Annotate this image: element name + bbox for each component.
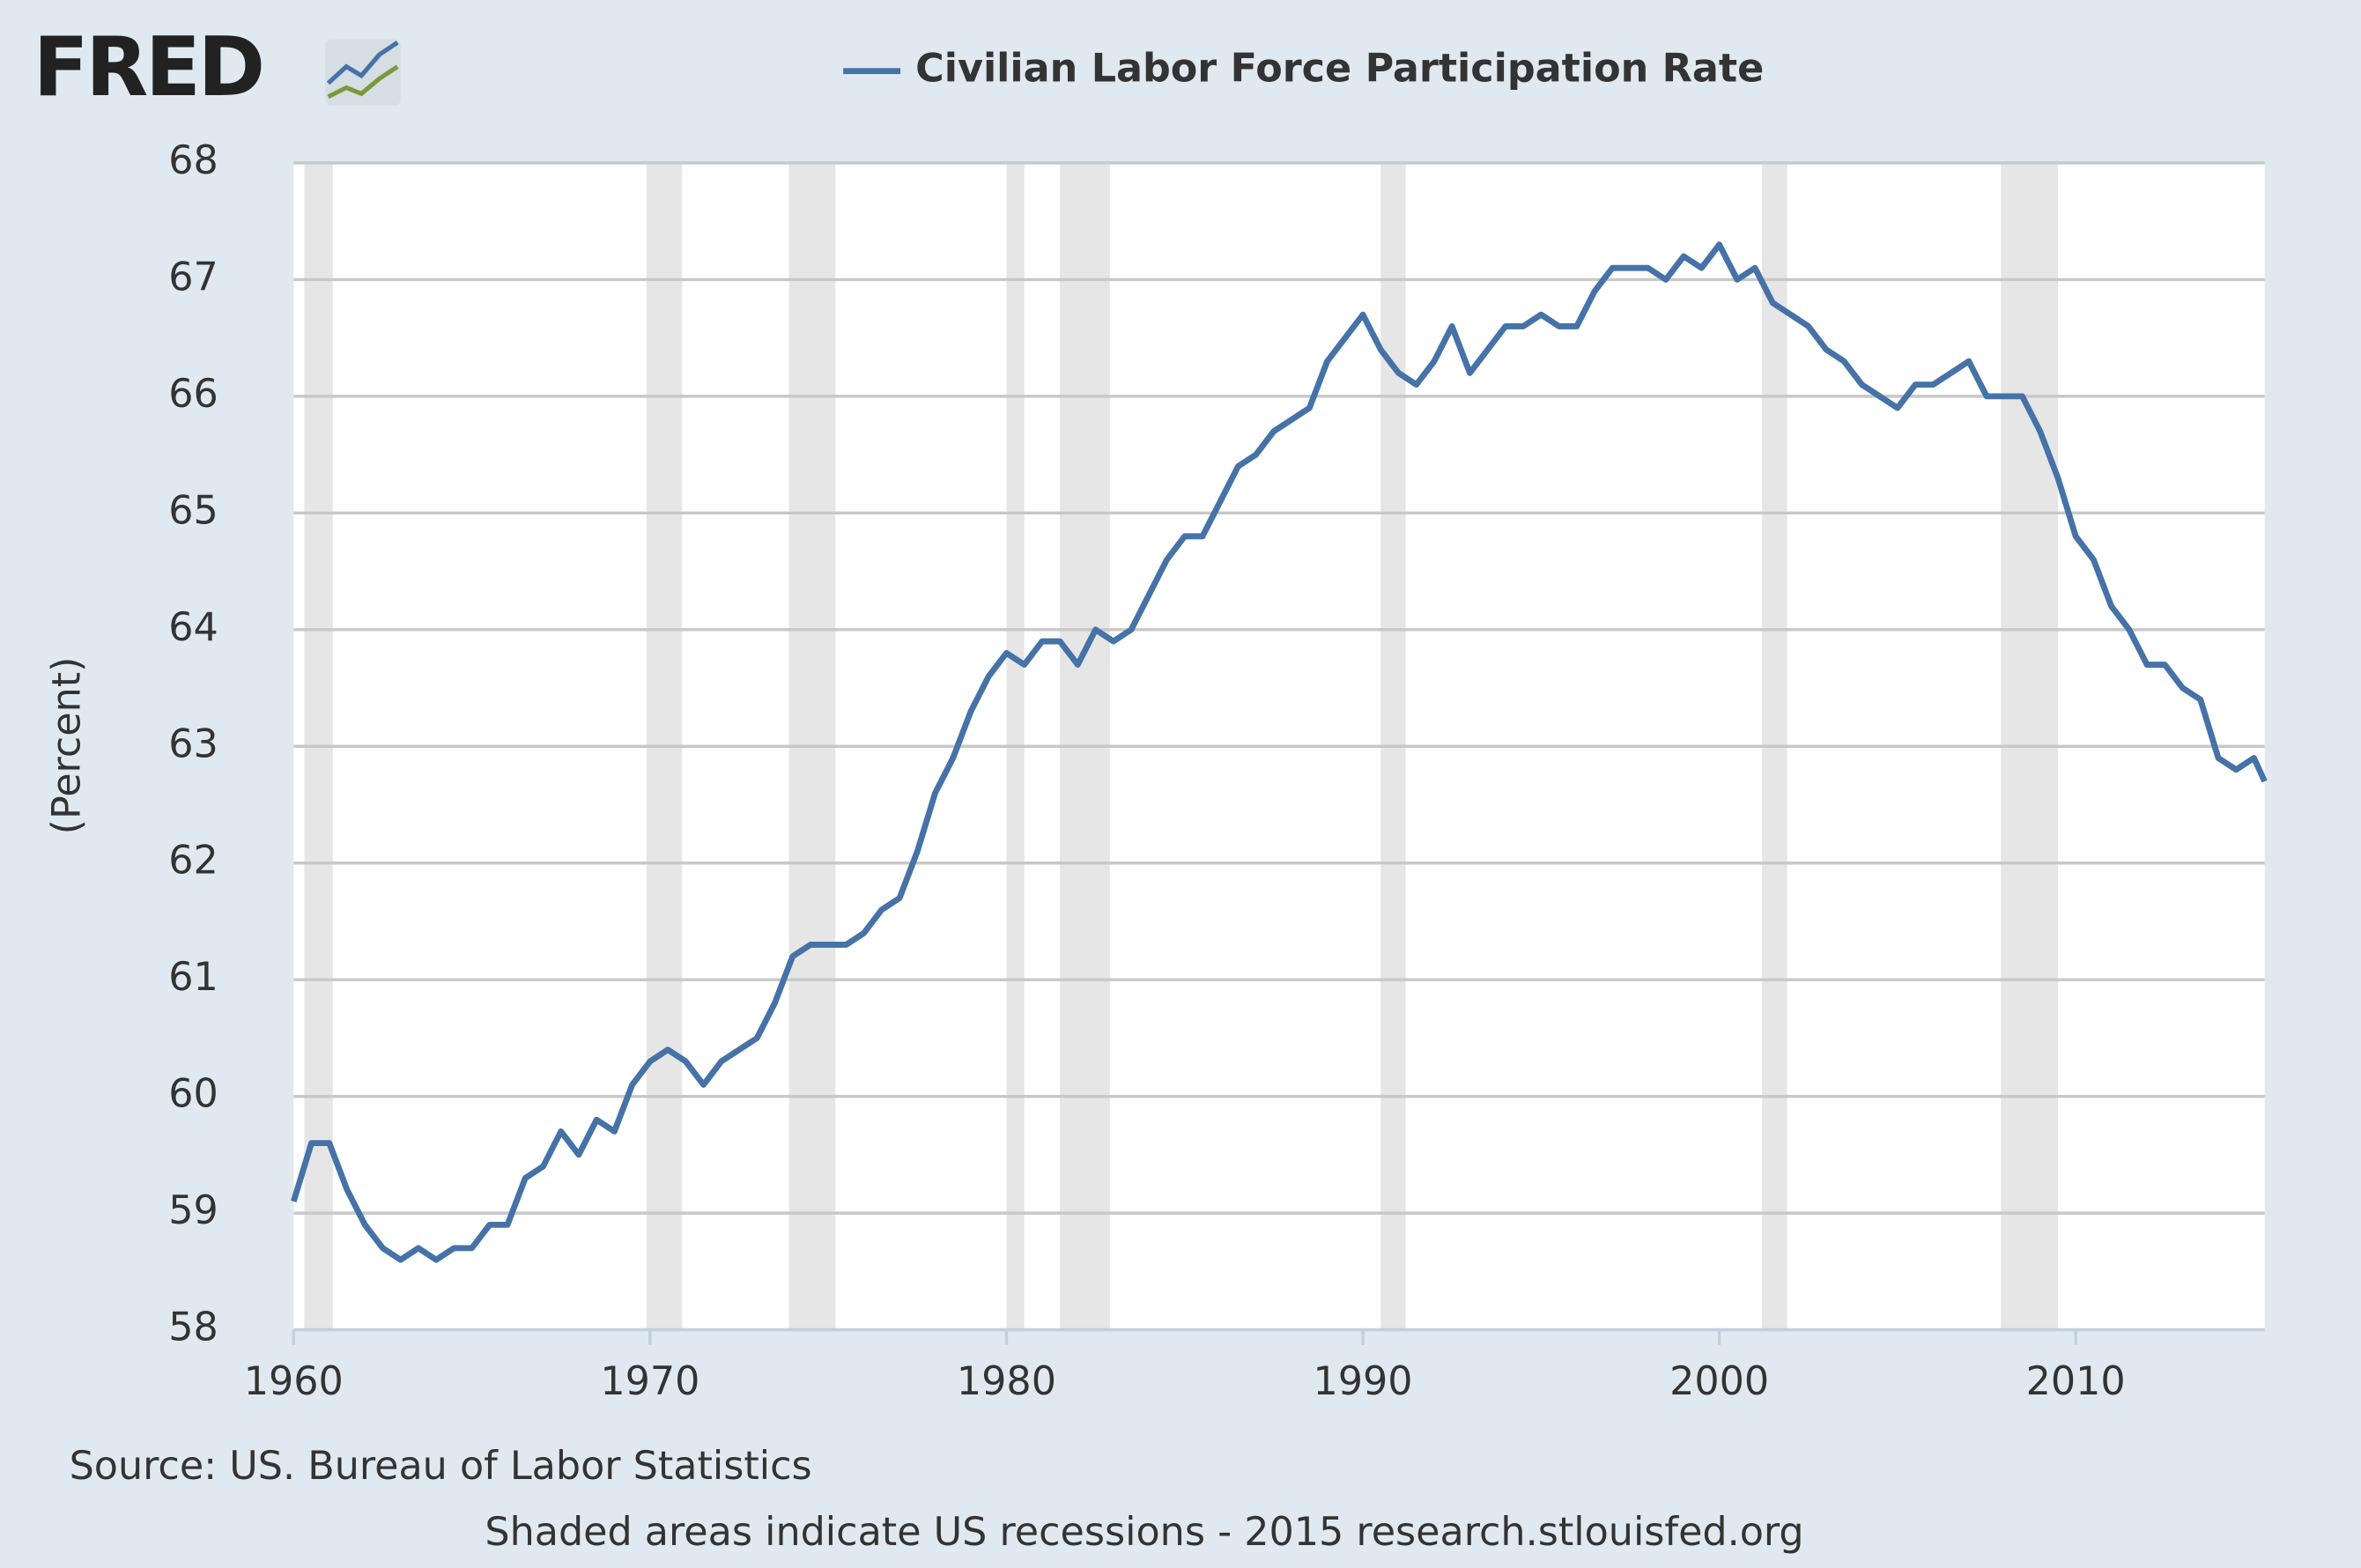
- y-tick-label: 61: [168, 955, 218, 1000]
- y-tick-label: 68: [168, 138, 218, 183]
- y-tick-label: 58: [168, 1305, 218, 1350]
- y-axis-label: (Percent): [45, 657, 90, 835]
- y-tick-label: 64: [168, 605, 218, 650]
- x-tick-label: 2010: [2026, 1359, 2126, 1404]
- y-tick-label: 60: [168, 1072, 218, 1117]
- legend-label: Civilian Labor Force Participation Rate: [915, 47, 1764, 92]
- data-line: [291, 241, 2268, 1263]
- x-tick-label: 2000: [1669, 1359, 1769, 1404]
- logo: FRED: [33, 19, 263, 115]
- x-tick-label: 1970: [600, 1359, 699, 1404]
- source: Source: US. Bureau of Labor Statistics: [70, 1444, 812, 1489]
- y-tick-label: 65: [168, 488, 218, 533]
- y-tick-label: 62: [168, 839, 218, 884]
- x-tick-label: 1990: [1313, 1359, 1412, 1404]
- x-tick-label: 1960: [244, 1359, 344, 1404]
- y-tick-label: 59: [168, 1188, 218, 1233]
- y-tick-label: 67: [168, 255, 218, 300]
- logo-icon: [325, 39, 401, 107]
- y-tick-label: 66: [168, 372, 218, 417]
- y-tick-label: 63: [168, 721, 218, 766]
- x-tick-label: 1980: [957, 1359, 1056, 1404]
- footnote: Shaded areas indicate US recessions - 20…: [485, 1510, 1803, 1555]
